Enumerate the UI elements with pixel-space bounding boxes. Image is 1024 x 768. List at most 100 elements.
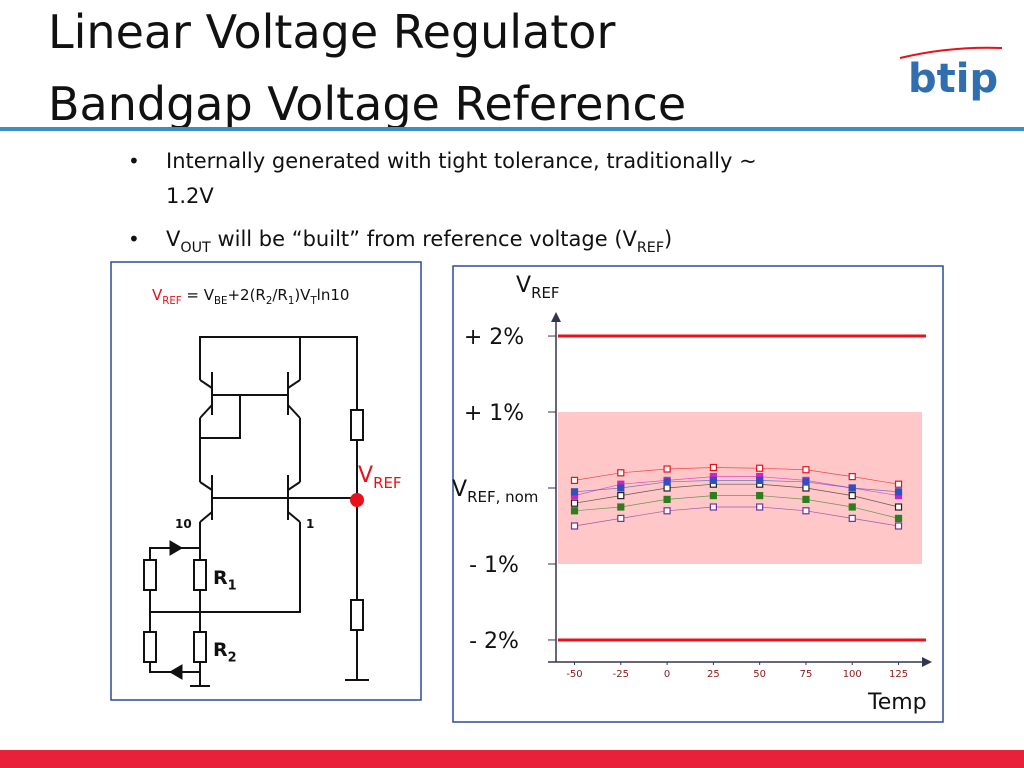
- vref-node: [350, 493, 364, 507]
- x-tick-label: 100: [843, 669, 862, 680]
- logo-swoosh: [899, 46, 1003, 59]
- text-run: +2(R: [227, 286, 265, 304]
- text-run: - 1%: [469, 553, 519, 578]
- logo: btip: [908, 56, 998, 102]
- subscript: BE: [214, 296, 227, 307]
- subscript: REF: [373, 474, 401, 492]
- ratio-label: 1: [306, 517, 314, 531]
- bullet-text: Internally generated with tight toleranc…: [166, 149, 757, 173]
- r2-label: R2: [213, 639, 237, 665]
- data-point: [570, 499, 579, 507]
- data-point: [617, 503, 625, 511]
- x-axis-label: Temp: [867, 690, 927, 715]
- data-point: [756, 491, 764, 500]
- subscript: 2: [228, 650, 237, 665]
- tolerance-band: [558, 412, 922, 564]
- data-point: [802, 507, 810, 515]
- text-run: V: [516, 273, 531, 298]
- x-tick-label: 75: [800, 669, 813, 680]
- circuit: [143, 336, 369, 687]
- subscript: 1: [228, 578, 237, 593]
- data-point: [663, 465, 671, 473]
- vref-label: VREF: [358, 463, 402, 492]
- y-tick-label: + 1%: [464, 401, 524, 426]
- data-point: [663, 507, 671, 515]
- text-run: /R: [272, 286, 287, 304]
- subscript: REF: [637, 240, 664, 256]
- text-run: will be “built” from reference voltage (…: [211, 227, 638, 251]
- data-point: [756, 464, 764, 472]
- title-line: Bandgap Voltage Reference: [48, 77, 686, 131]
- text-run: ln10: [317, 286, 350, 304]
- text-run: - 2%: [469, 629, 519, 654]
- data-point: [570, 507, 579, 515]
- x-tick-label: 0: [664, 669, 670, 680]
- data-point: [756, 503, 764, 511]
- subscript: REF: [162, 296, 182, 307]
- x-tick-label: 25: [707, 669, 720, 680]
- y-tick-label: - 1%: [469, 553, 519, 578]
- data-point: [617, 484, 625, 492]
- series-line: [574, 483, 899, 508]
- series-line: [574, 480, 899, 493]
- data-point: [802, 484, 810, 492]
- text-run: + 1%: [464, 401, 524, 426]
- series-line: [574, 467, 899, 485]
- subscript: OUT: [180, 240, 211, 256]
- data-point: [663, 478, 671, 486]
- x-axis-arrow: [922, 657, 932, 667]
- text-run: + 2%: [464, 325, 524, 350]
- series-line: [574, 506, 899, 527]
- subscript: REF: [531, 284, 559, 302]
- text-run: ): [664, 227, 672, 251]
- data-point: [894, 514, 903, 522]
- formula: VREF = VBE+2(R2/R1)VTln10: [152, 286, 349, 307]
- y-tick-label: + 2%: [464, 325, 524, 350]
- data-point: [709, 503, 717, 511]
- data-point: [709, 463, 717, 472]
- data-point: [570, 476, 579, 485]
- x-tick-label: 125: [889, 669, 908, 680]
- data-point: [894, 503, 903, 511]
- x-tick-label: -50: [566, 669, 582, 680]
- data-point: [848, 491, 856, 500]
- text-run: V: [358, 463, 373, 488]
- x-tick-label: 50: [753, 669, 766, 680]
- data-point: [894, 522, 903, 530]
- data-point: [570, 488, 579, 496]
- subscript: 1: [288, 296, 294, 307]
- data-point: [848, 514, 856, 522]
- text-run: V: [152, 286, 163, 304]
- data-point: [848, 484, 856, 492]
- data-point: [709, 491, 717, 500]
- data-point: [894, 488, 903, 496]
- series-line: [574, 495, 899, 519]
- data-point: [894, 480, 903, 488]
- text-run: R: [213, 567, 228, 589]
- data-point: [848, 503, 856, 511]
- subscript: T: [309, 296, 317, 307]
- text-run: R: [213, 639, 228, 661]
- data-point: [663, 495, 671, 503]
- data-point: [802, 478, 810, 486]
- subscript: REF, nom: [467, 488, 538, 506]
- text-run: V: [452, 477, 467, 502]
- data-point: [802, 466, 810, 474]
- data-point: [570, 522, 579, 530]
- title-line: Linear Voltage Regulator: [48, 5, 615, 59]
- y-axis-arrow: [551, 312, 561, 322]
- data-point: [709, 476, 717, 485]
- bullet-mark: •: [128, 227, 140, 251]
- bullet-mark: •: [128, 149, 140, 173]
- header-rule: [0, 127, 1024, 131]
- data-point: [663, 484, 671, 492]
- y-tick-label: - 2%: [469, 629, 519, 654]
- text-run: )V: [294, 286, 311, 304]
- r1-label: R1: [213, 567, 237, 593]
- bullet-text: VOUT will be “built” from reference volt…: [166, 227, 672, 256]
- data-point: [617, 514, 625, 522]
- data-point: [756, 476, 764, 485]
- text-run: V: [166, 227, 181, 251]
- subscript: 2: [266, 296, 272, 307]
- data-point: [848, 473, 856, 481]
